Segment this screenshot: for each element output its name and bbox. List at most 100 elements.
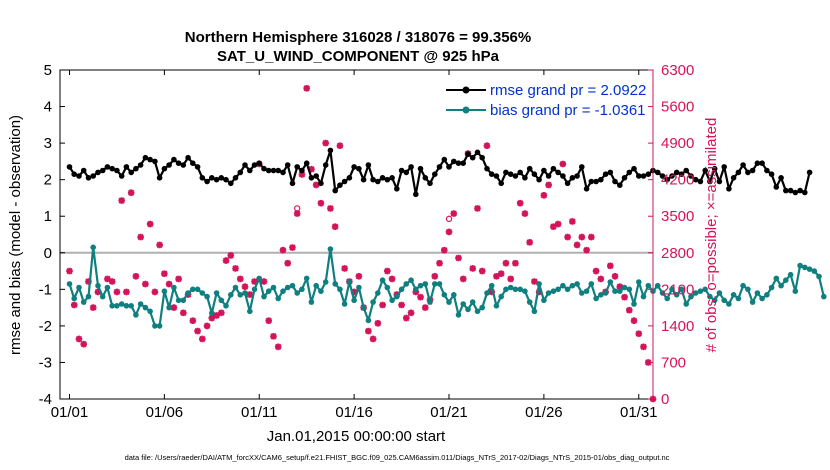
obs-assimilated-marker: [569, 218, 576, 225]
bias-point: [692, 290, 699, 296]
rmse-point: [531, 171, 538, 177]
y-tick-label: 1: [44, 208, 52, 225]
bias-point: [384, 284, 391, 291]
obs-assimilated-point: [516, 199, 524, 207]
obs-assimilated-point: [369, 335, 377, 343]
y-axis-left: -4 -3 -2 -1 0 1 2 3 4 5: [39, 62, 65, 408]
bias-point: [161, 288, 168, 295]
obs-assimilated-point: [127, 189, 135, 197]
obs-assimilated-marker: [531, 278, 538, 285]
obs-assimilated-marker: [421, 304, 429, 311]
x-tick-label: 01/26: [525, 404, 563, 421]
obs-assimilated-marker: [398, 301, 405, 309]
rmse-point: [716, 178, 723, 185]
obs-assimilated-marker: [284, 259, 292, 267]
bias-point: [389, 297, 395, 304]
obs-assimilated-point: [431, 272, 439, 280]
obs-assimilated-marker: [161, 270, 168, 277]
obs-assimilated-point: [327, 205, 334, 212]
obs-assimilated-marker: [336, 142, 344, 150]
obs-assimilated-marker: [559, 160, 567, 168]
rmse-point: [95, 169, 101, 176]
rmse-point: [588, 178, 595, 185]
rmse-point: [109, 165, 115, 172]
obs-assimilated-marker: [180, 309, 187, 317]
y2-tick-label: 700: [661, 354, 686, 371]
obs-assimilated-marker: [516, 199, 524, 207]
obs-assimilated-point: [355, 272, 363, 280]
bias-point: [85, 293, 92, 300]
obs-assimilated-point: [621, 293, 628, 301]
obs-assimilated-marker: [616, 283, 624, 291]
obs-assimilated-marker: [417, 293, 424, 301]
obs-assimilated-marker: [592, 267, 600, 275]
bias-point: [507, 284, 514, 291]
rmse-point: [104, 164, 111, 170]
obs-assimilated-marker: [469, 265, 477, 272]
bias-point: [204, 293, 210, 300]
obs-assimilated-marker: [583, 246, 590, 254]
obs-assimilated-point: [270, 333, 277, 340]
bias-point: [541, 297, 547, 304]
bias-point: [379, 277, 386, 284]
obs-assimilated-point: [583, 246, 590, 254]
obs-assimilated-marker: [199, 335, 206, 343]
obs-assimilated-marker: [317, 199, 325, 207]
rmse-point: [190, 160, 196, 166]
bias-point: [190, 286, 196, 293]
obs-assimilated-marker: [227, 252, 235, 259]
obs-assimilated-point: [550, 223, 557, 230]
rmse-point: [617, 182, 623, 188]
y2-tick-label: 0: [661, 391, 669, 408]
rmse-point: [427, 180, 433, 187]
obs-assimilated-marker: [459, 275, 467, 283]
obs-assimilated-point: [474, 205, 481, 212]
bias-point: [792, 288, 799, 295]
x-tick-label: 01/01: [51, 404, 89, 421]
obs-assimilated-point: [203, 322, 211, 330]
bias-point: [175, 297, 182, 304]
obs-assimilated-marker: [578, 233, 586, 241]
rmse-point: [379, 175, 386, 181]
plot-area-layer: [60, 70, 653, 399]
rmse-point: [545, 173, 552, 179]
bias-point: [626, 286, 633, 293]
bias-point: [294, 290, 301, 296]
rmse-point: [147, 156, 153, 163]
obs-assimilated-marker: [232, 265, 239, 272]
legend-rmse-label: rmse grand pr = 2.0922: [490, 82, 646, 99]
rmse-point: [607, 169, 614, 176]
y2-tick-label: 5600: [661, 99, 694, 116]
obs-assimilated-point: [274, 343, 282, 351]
bias-point: [398, 286, 405, 293]
bias-point: [569, 282, 576, 289]
rmse-point: [612, 178, 618, 185]
bias-point: [351, 297, 357, 304]
obs-assimilated-point: [165, 280, 173, 288]
obs-assimilated-marker: [607, 262, 614, 270]
x-axis: 01/01 01/06 01/11 01/16 01/21 01/26 01/31: [51, 70, 658, 421]
obs-assimilated-marker: [474, 205, 481, 212]
obs-assimilated-point: [625, 306, 633, 314]
bias-point: [375, 290, 381, 296]
rmse-point: [503, 169, 509, 176]
obs-assimilated-point: [436, 259, 443, 267]
obs-assimilated-marker: [132, 272, 140, 280]
bias-point: [346, 279, 353, 285]
obs-assimilated-marker: [298, 171, 306, 178]
obs-assimilated-point: [66, 267, 73, 275]
x-tick-label: 01/06: [146, 404, 184, 421]
rmse-point: [759, 160, 765, 166]
bias-point: [270, 284, 277, 291]
bias-point: [821, 293, 827, 300]
obs-assimilated-point: [151, 288, 159, 296]
bias-point: [128, 303, 134, 309]
obs-assimilated-point: [284, 259, 292, 267]
bias-point: [607, 279, 614, 285]
rmse-point: [152, 158, 158, 165]
obs-assimilated-marker: [545, 181, 552, 189]
obs-assimilated-marker: [217, 309, 225, 317]
bias-point: [593, 295, 599, 302]
obs-assimilated-point: [208, 314, 216, 322]
bias-point: [228, 292, 234, 298]
